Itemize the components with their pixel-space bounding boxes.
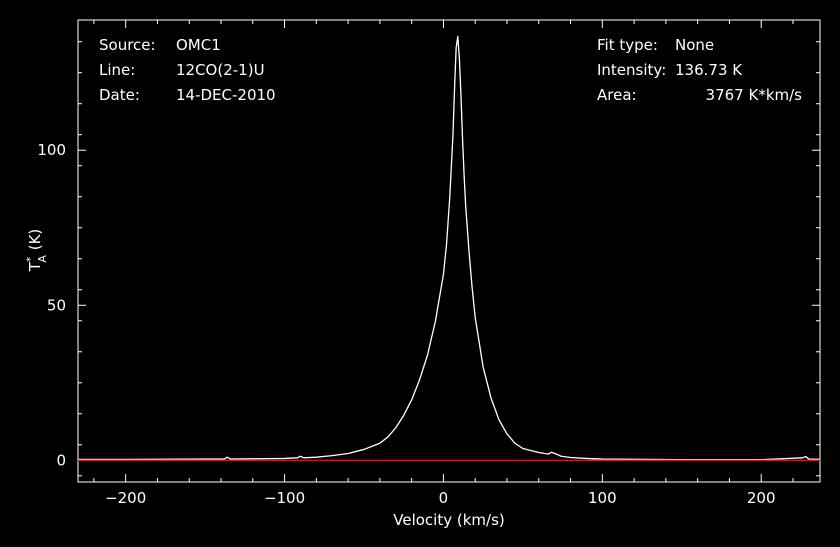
x-tick-label: 100 — [588, 489, 617, 507]
source-label: Source: — [99, 36, 156, 54]
x-tick-label: 0 — [439, 489, 449, 507]
header-info: Source: OMC1 Line: 12CO(2-1)U Date: 14-D… — [99, 36, 802, 104]
area-value: 3767 K*km/s — [706, 86, 803, 104]
fit-type-value: None — [675, 36, 714, 54]
intensity-label: Intensity: — [597, 61, 666, 79]
y-tick-label: 100 — [37, 141, 66, 159]
series-layer — [78, 35, 821, 461]
spectrum-line — [78, 35, 821, 461]
fit-type-label: Fit type: — [597, 36, 658, 54]
intensity-value: 136.73 K — [675, 61, 743, 79]
source-value: OMC1 — [176, 36, 221, 54]
area-label: Area: — [597, 86, 637, 104]
y-axis-label: T*A (K) — [24, 229, 49, 273]
y-tick-label: 50 — [47, 296, 66, 314]
line-value: 12CO(2-1)U — [176, 61, 265, 79]
line-label: Line: — [99, 61, 135, 79]
x-axis-label: Velocity (km/s) — [393, 511, 504, 529]
x-tick-label: 200 — [747, 489, 776, 507]
plot-frame — [77, 19, 821, 483]
x-tick-label: −100 — [264, 489, 305, 507]
date-value: 14-DEC-2010 — [176, 86, 276, 104]
date-label: Date: — [99, 86, 140, 104]
x-tick-label: −200 — [105, 489, 146, 507]
y-tick-label: 0 — [56, 451, 66, 469]
